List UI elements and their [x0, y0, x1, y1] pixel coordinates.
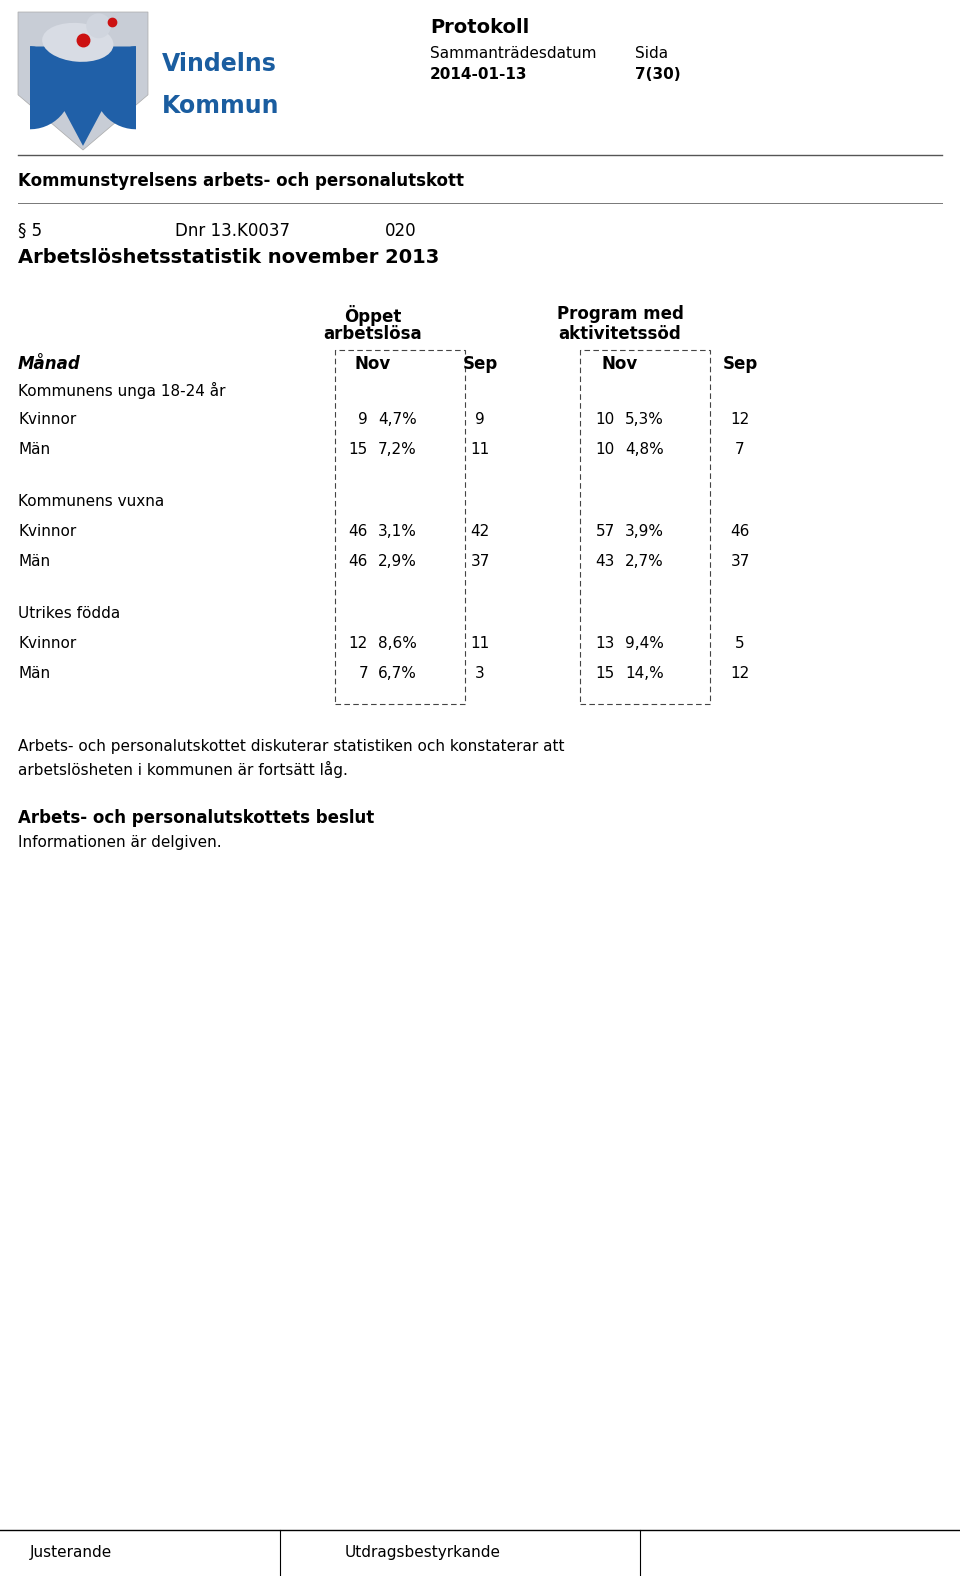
- Text: 37: 37: [470, 555, 490, 569]
- Text: 43: 43: [595, 555, 615, 569]
- Text: Kommun: Kommun: [162, 95, 279, 118]
- Text: 7: 7: [358, 667, 368, 681]
- Text: 3: 3: [475, 667, 485, 681]
- Text: 46: 46: [731, 523, 750, 539]
- Text: 2,9%: 2,9%: [378, 555, 417, 569]
- Text: Nov: Nov: [355, 355, 391, 374]
- Text: 7: 7: [735, 441, 745, 457]
- Text: 10: 10: [596, 441, 615, 457]
- Text: 3,1%: 3,1%: [378, 523, 417, 539]
- Text: Kvinnor: Kvinnor: [18, 637, 76, 651]
- Text: 8,6%: 8,6%: [378, 637, 417, 651]
- Text: Kommunens vuxna: Kommunens vuxna: [18, 493, 164, 509]
- Text: Arbets- och personalutskottets beslut: Arbets- och personalutskottets beslut: [18, 808, 374, 827]
- Text: 42: 42: [470, 523, 490, 539]
- Text: 4,8%: 4,8%: [625, 441, 663, 457]
- Text: Kommunstyrelsens arbets- och personalutskott: Kommunstyrelsens arbets- och personaluts…: [18, 172, 464, 191]
- Text: Program med: Program med: [557, 306, 684, 323]
- Text: 020: 020: [385, 222, 417, 240]
- Text: Informationen är delgiven.: Informationen är delgiven.: [18, 835, 222, 849]
- Text: 6,7%: 6,7%: [378, 667, 417, 681]
- Polygon shape: [18, 13, 148, 150]
- Text: 15: 15: [348, 441, 368, 457]
- Polygon shape: [30, 47, 136, 147]
- Text: Utdragsbestyrkande: Utdragsbestyrkande: [345, 1544, 501, 1560]
- Text: 3,9%: 3,9%: [625, 523, 664, 539]
- Text: Nov: Nov: [602, 355, 638, 374]
- Text: 14,%: 14,%: [625, 667, 663, 681]
- Text: 12: 12: [731, 411, 750, 427]
- Text: Kvinnor: Kvinnor: [18, 411, 76, 427]
- Text: § 5: § 5: [18, 222, 42, 240]
- Circle shape: [86, 13, 111, 38]
- Text: 9,4%: 9,4%: [625, 637, 664, 651]
- Text: arbetslösheten i kommunen är fortsätt låg.: arbetslösheten i kommunen är fortsätt lå…: [18, 761, 348, 779]
- Text: Sammanträdesdatum: Sammanträdesdatum: [430, 46, 596, 61]
- Text: 11: 11: [470, 441, 490, 457]
- Text: Män: Män: [18, 441, 50, 457]
- Text: 13: 13: [595, 637, 615, 651]
- Text: Sep: Sep: [463, 355, 497, 374]
- Text: 57: 57: [596, 523, 615, 539]
- Text: Kommunens unga 18-24 år: Kommunens unga 18-24 år: [18, 381, 226, 399]
- Text: Vindelns: Vindelns: [162, 52, 276, 77]
- Bar: [580, 350, 710, 704]
- Text: 7,2%: 7,2%: [378, 441, 417, 457]
- Text: aktivitetssöd: aktivitetssöd: [559, 325, 682, 344]
- Text: 7(30): 7(30): [635, 68, 681, 82]
- Text: 12: 12: [731, 667, 750, 681]
- Text: Justerande: Justerande: [30, 1544, 112, 1560]
- Text: 2,7%: 2,7%: [625, 555, 663, 569]
- Text: 5: 5: [735, 637, 745, 651]
- Text: 5,3%: 5,3%: [625, 411, 664, 427]
- Text: 37: 37: [731, 555, 750, 569]
- Text: Arbets- och personalutskottet diskuterar statistiken och konstaterar att: Arbets- och personalutskottet diskuterar…: [18, 739, 564, 753]
- Text: 46: 46: [348, 523, 368, 539]
- Text: arbetslösa: arbetslösa: [324, 325, 422, 344]
- Text: 15: 15: [596, 667, 615, 681]
- Text: Män: Män: [18, 555, 50, 569]
- Text: 11: 11: [470, 637, 490, 651]
- Text: 12: 12: [348, 637, 368, 651]
- Text: 9: 9: [475, 411, 485, 427]
- Text: 4,7%: 4,7%: [378, 411, 417, 427]
- Text: Sep: Sep: [722, 355, 757, 374]
- Text: Arbetslöshetsstatistik november 2013: Arbetslöshetsstatistik november 2013: [18, 247, 440, 266]
- Text: Utrikes födda: Utrikes födda: [18, 607, 120, 621]
- Text: Öppet: Öppet: [345, 306, 401, 326]
- Text: 9: 9: [358, 411, 368, 427]
- Text: Sida: Sida: [635, 46, 668, 61]
- Text: Månad: Månad: [18, 355, 81, 374]
- Text: Män: Män: [18, 667, 50, 681]
- Ellipse shape: [42, 24, 113, 61]
- Text: 2014-01-13: 2014-01-13: [430, 68, 527, 82]
- Text: 46: 46: [348, 555, 368, 569]
- Text: Kvinnor: Kvinnor: [18, 523, 76, 539]
- Text: 10: 10: [596, 411, 615, 427]
- Bar: [335, 350, 465, 704]
- Text: Dnr 13.K0037: Dnr 13.K0037: [175, 222, 290, 240]
- Text: Protokoll: Protokoll: [430, 17, 529, 36]
